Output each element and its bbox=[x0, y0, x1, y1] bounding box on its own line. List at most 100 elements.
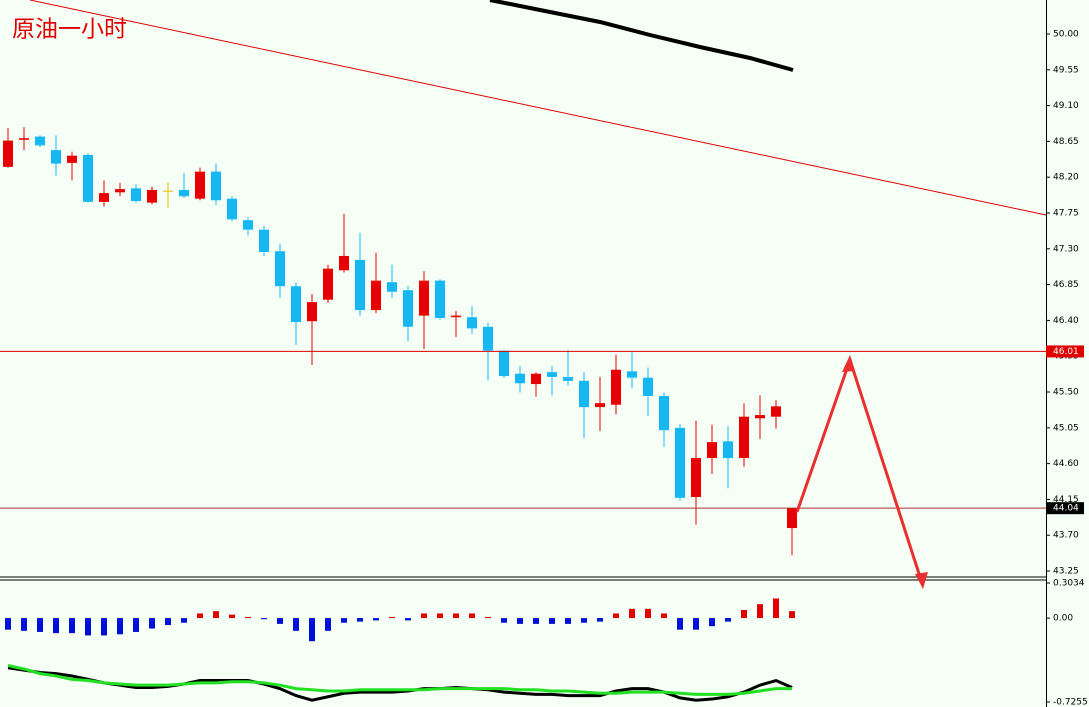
candle-body bbox=[67, 155, 77, 163]
histogram-bar bbox=[789, 611, 795, 619]
candle-body bbox=[579, 380, 589, 408]
histogram-bar bbox=[645, 608, 651, 619]
candle-body bbox=[435, 280, 445, 319]
histogram-bar bbox=[197, 613, 203, 619]
candle-body bbox=[131, 188, 141, 202]
histogram-bar bbox=[117, 618, 123, 635]
histogram-bar bbox=[389, 616, 395, 619]
histogram-bar bbox=[277, 618, 283, 624]
histogram-bar bbox=[677, 618, 683, 630]
candle-body bbox=[483, 326, 493, 351]
y-tick-label: 47.75 bbox=[1053, 208, 1079, 218]
y-tick-label: 47.30 bbox=[1053, 244, 1079, 254]
candle-body bbox=[19, 138, 29, 140]
histogram-bar bbox=[341, 618, 347, 623]
histogram-bar bbox=[213, 611, 219, 619]
candle-body bbox=[755, 415, 765, 419]
histogram-bar bbox=[293, 618, 299, 631]
y-tick-label: 45.50 bbox=[1053, 388, 1079, 398]
y-tick-label: 48.20 bbox=[1053, 173, 1079, 183]
candle-body bbox=[307, 302, 317, 322]
histogram-bar bbox=[709, 618, 715, 627]
candle-body bbox=[275, 251, 285, 287]
candle-body bbox=[339, 255, 349, 271]
histogram-bar bbox=[101, 618, 107, 636]
y-tick-label: 50.00 bbox=[1053, 29, 1079, 39]
y-tick-label: -0.7255 bbox=[1053, 698, 1088, 707]
candle-body bbox=[227, 198, 237, 220]
candle-body bbox=[595, 403, 605, 408]
candle-body bbox=[291, 286, 301, 322]
histogram-bar bbox=[581, 618, 587, 623]
candle-body bbox=[675, 427, 685, 498]
candle-body bbox=[771, 406, 781, 417]
histogram-bar bbox=[613, 613, 619, 619]
histogram-bar bbox=[533, 618, 539, 624]
histogram-bar bbox=[133, 618, 139, 632]
candle-body bbox=[563, 376, 573, 381]
candle-body bbox=[179, 189, 189, 197]
candle-body bbox=[35, 136, 45, 146]
candle-body bbox=[211, 171, 221, 201]
histogram-bar bbox=[69, 618, 75, 634]
candle-body bbox=[115, 189, 125, 193]
price-tag bbox=[1046, 345, 1084, 358]
arrow-head bbox=[915, 572, 928, 589]
y-tick-label: 48.65 bbox=[1053, 137, 1079, 147]
candle-body bbox=[739, 416, 749, 459]
histogram-bar bbox=[21, 618, 27, 631]
candle-body bbox=[3, 140, 13, 167]
histogram-bar bbox=[5, 618, 11, 630]
price-tag-label: 44.04 bbox=[1053, 504, 1079, 514]
histogram-bar bbox=[693, 618, 699, 630]
candle-body bbox=[387, 282, 397, 292]
histogram-bar bbox=[597, 618, 603, 622]
histogram-bar bbox=[357, 618, 363, 622]
histogram-bar bbox=[405, 618, 411, 621]
histogram-bar bbox=[309, 618, 315, 642]
candle-body bbox=[83, 154, 93, 202]
histogram-bar bbox=[741, 609, 747, 619]
histogram-bar bbox=[565, 618, 571, 624]
candle-body bbox=[195, 171, 205, 199]
y-tick-label: 49.55 bbox=[1053, 65, 1079, 75]
candle-body bbox=[787, 508, 797, 529]
indicator-line bbox=[7, 664, 792, 696]
candle-body bbox=[707, 442, 717, 459]
histogram-bar bbox=[261, 618, 267, 620]
candle-body bbox=[147, 189, 157, 203]
y-tick-label: 46.85 bbox=[1053, 280, 1079, 290]
candle-body bbox=[163, 190, 173, 192]
candle-body bbox=[243, 220, 253, 230]
candle-body bbox=[643, 377, 653, 396]
forecast-arrows bbox=[795, 355, 928, 589]
histogram-bar bbox=[373, 618, 379, 621]
histogram-bar bbox=[181, 618, 187, 623]
candle-body bbox=[51, 150, 61, 164]
histogram-bar bbox=[37, 618, 43, 632]
chart-title: 原油一小时 bbox=[12, 17, 127, 43]
candle-body bbox=[691, 458, 701, 498]
histogram-bar bbox=[453, 613, 459, 619]
y-tick-label: 49.10 bbox=[1053, 101, 1079, 111]
price-tag bbox=[1046, 502, 1084, 515]
candle-body bbox=[515, 373, 525, 384]
histogram-bar bbox=[661, 613, 667, 619]
candle-body bbox=[355, 259, 365, 311]
histogram-bar bbox=[757, 604, 763, 619]
y-tick-label: 0.00 bbox=[1053, 614, 1073, 624]
candle-body bbox=[403, 290, 413, 327]
y-tick-label: 44.15 bbox=[1053, 495, 1079, 505]
candle-body bbox=[659, 395, 669, 431]
histogram-bar bbox=[629, 608, 635, 619]
candle-body bbox=[467, 317, 477, 329]
trend-line bbox=[29, 0, 1047, 216]
candle-body bbox=[99, 193, 109, 202]
y-tick-label: 43.25 bbox=[1053, 567, 1079, 577]
candle-body bbox=[499, 350, 509, 377]
y-tick-label: 44.60 bbox=[1053, 459, 1079, 469]
histogram-bar bbox=[421, 613, 427, 619]
candle-body bbox=[259, 229, 269, 252]
